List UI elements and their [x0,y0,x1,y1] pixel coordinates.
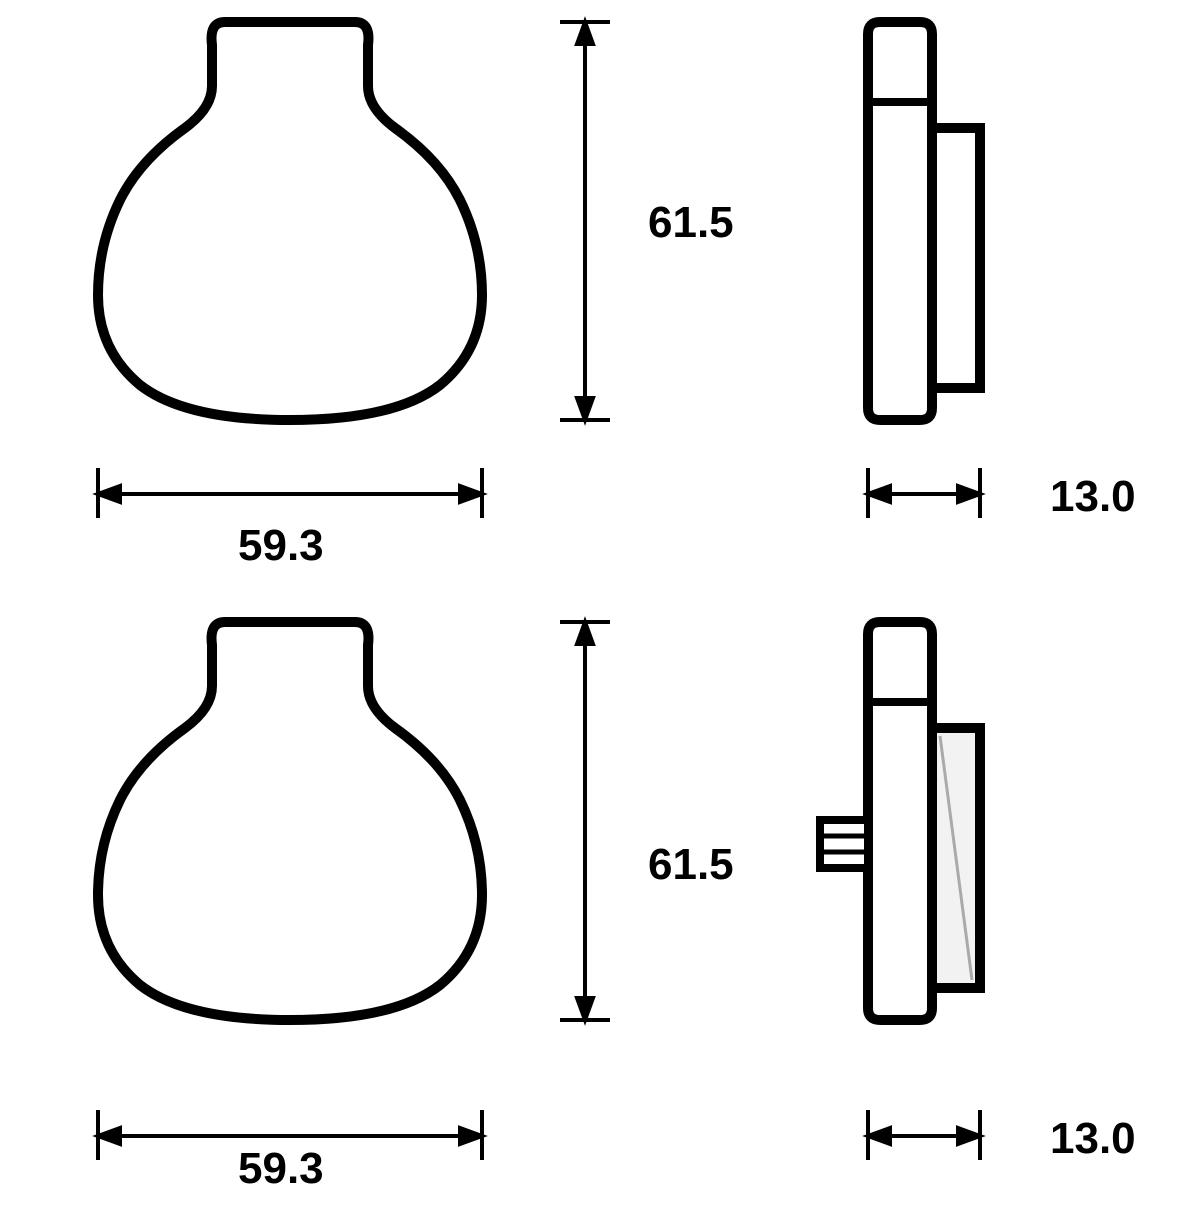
wear-indicator-tab [820,820,868,868]
dim-bottom-height [560,622,610,1020]
bottom-side-view [820,622,980,1020]
dim-top-thickness [868,468,980,518]
drawing-svg [0,0,1200,1200]
label-bottom-width: 59.3 [238,1144,324,1194]
label-bottom-height: 61.5 [648,840,734,890]
pad-outline-top [98,22,482,420]
label-top-width: 59.3 [238,521,324,571]
dim-top-height [560,22,610,420]
pad-outline-bottom [98,622,482,1020]
top-side-view [868,22,980,420]
label-top-thickness: 13.0 [1050,472,1136,522]
label-bottom-thickness: 13.0 [1050,1114,1136,1164]
bottom-front-view [98,622,482,1020]
top-front-view [98,22,482,420]
drawing-canvas [0,0,1200,1200]
dim-bottom-thickness [868,1110,980,1160]
label-top-height: 61.5 [648,198,734,248]
dim-top-width [98,468,482,518]
